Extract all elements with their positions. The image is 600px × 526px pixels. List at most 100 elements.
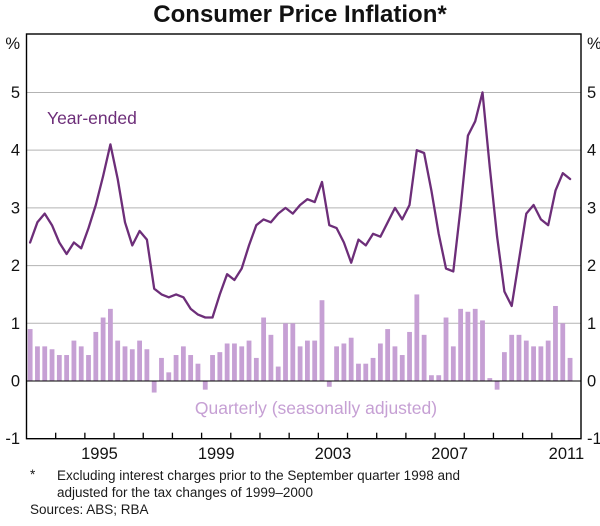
sources-note: Sources: ABS; RBA [30,502,149,517]
svg-text:1: 1 [11,315,20,333]
svg-text:2011: 2011 [549,445,584,463]
quarterly-bar [93,331,99,381]
bar-series-label: Quarterly (seasonally adjusted) [194,398,438,418]
quarterly-bar [159,357,164,381]
footnote-line1: Excluding interest charges prior to the … [57,468,460,483]
quarterly-bar [137,340,142,381]
quarterly-bar [122,346,128,381]
quarterly-bar [232,343,237,381]
svg-text:2: 2 [11,257,20,275]
quarterly-bar [429,375,434,381]
quarterly-bar [246,340,252,381]
quarterly-bar [305,340,310,381]
quarterly-bar [188,355,194,381]
quarterly-bar [283,323,288,381]
quarterly-bar [501,352,507,381]
svg-text:0: 0 [587,373,596,391]
quarterly-bar [538,346,544,381]
quarterly-bar [115,340,121,381]
quarterly-bar [275,366,281,381]
quarterly-bar [100,317,106,381]
quarterly-bar [261,317,267,381]
quarterly-bar [465,311,471,381]
quarterly-bar [472,308,478,381]
quarterly-bar [567,357,573,381]
svg-text:2003: 2003 [315,445,352,463]
quarterly-bar [414,294,420,381]
quarterly-bar [290,323,296,381]
quarterly-bar [108,308,113,381]
year-ended-line [28,91,572,319]
quarterly-bar [421,334,427,381]
svg-text:5: 5 [11,84,20,102]
quarterly-bar [370,357,376,381]
svg-text:1: 1 [587,315,596,333]
quarterly-bar [531,346,536,381]
quarterly-bar [71,340,77,381]
quarterly-bar [385,329,391,381]
quarterly-bar [195,363,201,381]
quarterly-bar [377,343,383,381]
quarterly-bar [487,378,493,381]
quarterly-bar [443,317,449,381]
quarterly-bar [356,363,361,381]
quarterly-bar [173,355,179,381]
svg-text:%: % [587,35,600,53]
svg-text:-1: -1 [5,430,20,448]
quarterly-bar [56,355,62,381]
quarterly-bar [42,346,48,381]
plot-border [25,33,582,440]
quarterly-bar [210,355,215,381]
svg-text:0: 0 [11,373,20,391]
quarterly-bar [545,340,551,381]
quarterly-bar [341,343,347,381]
svg-text:4: 4 [587,142,596,160]
quarterly-bar [78,346,84,381]
quarterly-bars [27,294,573,393]
quarterly-bar [436,375,442,381]
quarterly-bar [180,346,186,381]
quarterly-bar [326,381,332,387]
quarterly-bar [268,334,274,381]
quarterly-bar [224,343,230,381]
svg-text:2007: 2007 [431,445,468,463]
quarterly-bar [392,346,398,381]
x-axis-year-labels: 1995 1999 2003 2007 2011 [81,445,584,463]
quarterly-bar [319,300,325,381]
quarterly-bar [334,346,339,381]
quarterly-bar [297,346,303,381]
footnote-line2: adjusted for the tax changes of 1999–200… [57,485,313,500]
quarterly-bar [49,349,55,381]
svg-text:3: 3 [11,199,20,217]
svg-text:1995: 1995 [81,445,118,463]
gridlines [26,91,581,324]
quarterly-bar [480,320,485,381]
quarterly-bar [35,346,40,381]
quarterly-bar [363,363,369,381]
quarterly-bar [458,308,464,381]
svg-text:1999: 1999 [198,445,235,463]
quarterly-bar [509,334,515,381]
svg-text:4: 4 [11,142,20,160]
quarterly-bar [86,355,91,381]
svg-text:2: 2 [587,257,596,275]
quarterly-bar [560,323,566,381]
quarterly-bar [516,334,522,381]
quarterly-bar [151,381,157,393]
quarterly-bar [166,372,172,381]
line-series-label: Year-ended [47,108,137,128]
quarterly-bar [407,331,412,381]
quarterly-bar [144,349,150,381]
footnote-marker: * [30,467,36,482]
quarterly-bar [348,337,354,381]
quarterly-bar [450,346,456,381]
quarterly-bar [64,355,70,381]
quarterly-bar [217,352,223,381]
quarterly-bar [239,346,245,381]
quarterly-bar [494,381,500,390]
x-axis-ticks [55,432,553,439]
quarterly-bar [553,305,558,381]
svg-text:-1: -1 [587,430,600,448]
